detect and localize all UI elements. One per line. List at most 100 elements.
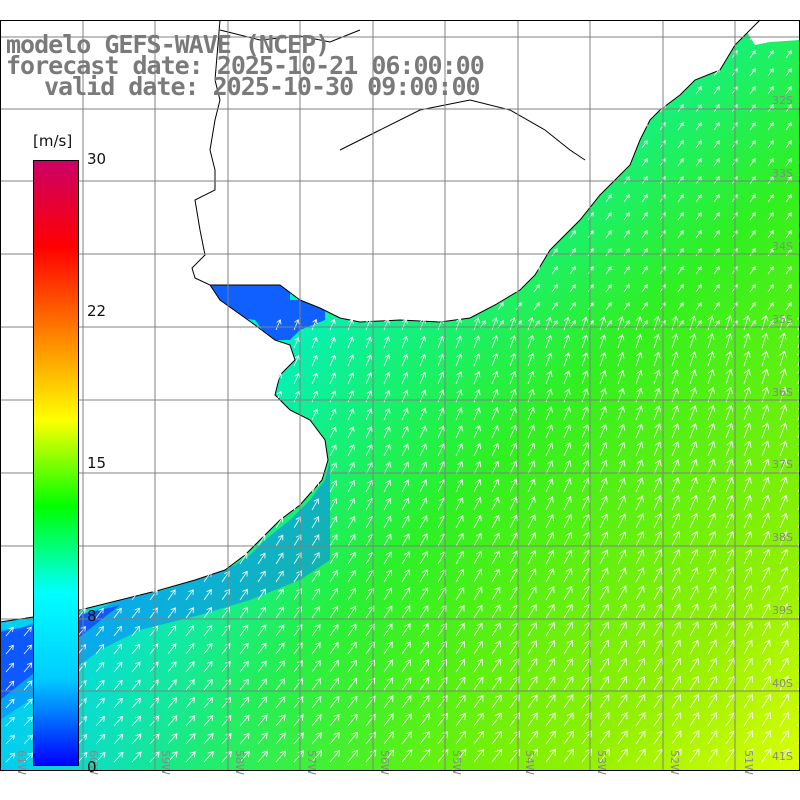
wind-arrow (419, 533, 428, 547)
wind-arrow (677, 284, 684, 293)
wind-arrow (641, 266, 648, 275)
wind-arrow (623, 212, 630, 221)
wind-arrow (347, 408, 355, 421)
wind-arrow (293, 354, 300, 367)
latitude-label: 40S (772, 677, 793, 690)
wind-arrow (617, 712, 628, 727)
wind-arrow (563, 442, 572, 457)
wind-arrow (401, 731, 413, 745)
wind-arrow (185, 589, 194, 601)
wind-arrow (329, 551, 338, 565)
wind-arrow (383, 407, 391, 421)
wind-arrow (365, 461, 373, 475)
wind-arrow (95, 625, 104, 637)
wind-arrow (749, 32, 756, 41)
wind-arrow (695, 302, 702, 311)
wind-arrow (785, 140, 792, 149)
wind-arrow (383, 371, 391, 385)
wind-arrow (545, 460, 554, 475)
wind-arrow (329, 408, 337, 421)
wind-arrow (491, 694, 502, 709)
wind-arrow (275, 516, 284, 529)
latitude-label: 32S (772, 94, 793, 107)
wind-arrow (545, 316, 552, 331)
wind-arrow (581, 424, 589, 439)
wind-arrow (95, 751, 106, 763)
wind-arrow (761, 440, 770, 457)
wind-arrow (713, 104, 720, 113)
wind-arrow (167, 643, 177, 655)
wind-arrow (401, 749, 413, 763)
wind-arrow (551, 248, 558, 257)
wind-arrow (383, 731, 395, 745)
wind-arrow (383, 623, 393, 637)
wind-arrow (599, 495, 608, 511)
wind-arrow (527, 640, 538, 655)
wind-arrow (743, 314, 751, 331)
wind-arrow (695, 248, 702, 257)
wind-arrow (347, 426, 355, 439)
wind-arrow (491, 550, 500, 565)
wind-arrow (23, 680, 33, 691)
wind-arrow (797, 461, 800, 475)
wind-arrow (605, 212, 612, 221)
wind-arrow (563, 495, 572, 511)
wind-arrow (635, 730, 646, 745)
wind-arrow (653, 441, 662, 457)
wind-arrow (5, 680, 15, 691)
wind-arrow (725, 512, 734, 529)
wind-arrow (203, 625, 213, 637)
wind-arrow (743, 567, 753, 583)
wind-arrow (599, 748, 610, 763)
wind-arrow (311, 516, 320, 529)
wind-arrow (653, 477, 662, 493)
wind-arrow (311, 732, 322, 745)
wind-arrow (527, 712, 538, 727)
wind-arrow (527, 406, 535, 421)
wind-arrow (677, 302, 684, 311)
wind-arrow (455, 640, 465, 655)
wind-arrow (671, 405, 679, 421)
wind-arrow (563, 531, 572, 547)
wind-arrow (563, 477, 572, 493)
wind-arrow (695, 194, 702, 203)
wind-arrow (689, 351, 697, 367)
wind-arrow (761, 494, 770, 511)
wind-arrow (131, 625, 141, 637)
wind-arrow (677, 104, 684, 113)
wind-arrow (713, 302, 720, 311)
wind-arrow (401, 353, 408, 367)
wind-arrow (779, 350, 787, 367)
wind-arrow (401, 659, 412, 673)
wind-arrow (707, 730, 718, 745)
wind-arrow (311, 498, 319, 511)
wind-arrow (743, 548, 753, 565)
wind-arrow (689, 476, 698, 493)
wind-arrow (437, 694, 448, 709)
wind-arrow (563, 712, 574, 727)
wind-arrow (743, 657, 753, 673)
wind-arrow (779, 675, 789, 691)
wind-arrow (167, 661, 177, 673)
wind-arrow (347, 731, 358, 745)
wind-arrow (401, 713, 412, 727)
wind-arrow (491, 622, 501, 637)
wind-arrow (329, 480, 337, 493)
wind-arrow (749, 302, 756, 311)
wind-arrow (533, 284, 540, 293)
wind-arrow (749, 212, 756, 221)
wind-arrow (455, 532, 464, 547)
wind-arrow (761, 657, 771, 673)
wind-arrow (23, 644, 32, 655)
wind-arrow (545, 567, 555, 583)
wind-arrow (527, 352, 535, 367)
wind-arrow (473, 550, 482, 565)
wind-arrow (347, 659, 357, 673)
wind-arrow (455, 730, 467, 745)
wind-arrow (653, 405, 661, 421)
wind-arrow (5, 734, 16, 745)
wind-arrow (689, 621, 699, 637)
wind-arrow (383, 677, 394, 691)
wind-arrow (617, 748, 628, 763)
